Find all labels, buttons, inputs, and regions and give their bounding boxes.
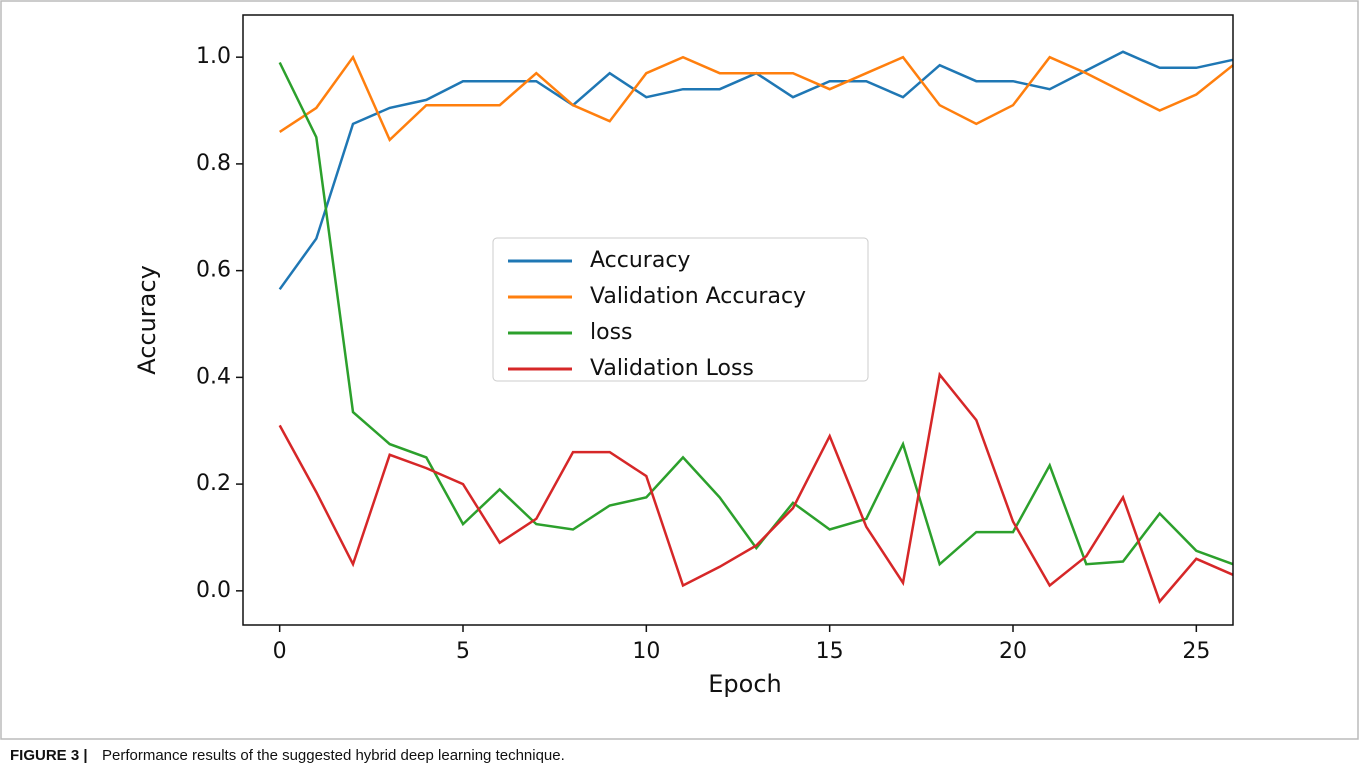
caption: Performance results of the suggested hyb… bbox=[102, 747, 565, 764]
y-tick-label: 0.4 bbox=[196, 364, 231, 389]
series-line bbox=[279, 54, 1234, 143]
x-tick-label: 15 bbox=[816, 639, 844, 664]
legend-label: Validation Loss bbox=[590, 356, 754, 381]
x-tick-label: 10 bbox=[632, 639, 660, 664]
figure-frame bbox=[0, 0, 1359, 740]
series-line bbox=[278, 371, 1234, 604]
y-tick-label: 1.0 bbox=[196, 44, 231, 69]
legend: Accuracy Validation Accuracy loss Validatio… bbox=[492, 237, 869, 382]
legend-label: Accuracy bbox=[590, 248, 690, 273]
y-tick-label: 0.2 bbox=[196, 471, 231, 496]
legend-box bbox=[492, 237, 869, 382]
caption-label: FIGURE 3 | bbox=[10, 747, 88, 764]
y-tick-label: 0.8 bbox=[196, 151, 231, 176]
x-tick-label: 25 bbox=[1182, 639, 1210, 664]
x-axis-label: Epoch bbox=[708, 670, 782, 698]
plot-frame bbox=[242, 14, 1234, 626]
legend-label: loss bbox=[590, 320, 633, 345]
x-tick-label: 5 bbox=[456, 639, 470, 664]
y-tick-label: 0.0 bbox=[196, 578, 231, 603]
legend-label: Validation Accuracy bbox=[590, 284, 806, 309]
y-tick-label: 0.6 bbox=[196, 258, 231, 283]
x-tick-label: 0 bbox=[273, 639, 287, 664]
y-axis-label: Accuracy bbox=[133, 265, 161, 375]
series-line bbox=[278, 61, 1234, 567]
x-tick-label: 20 bbox=[999, 639, 1027, 664]
